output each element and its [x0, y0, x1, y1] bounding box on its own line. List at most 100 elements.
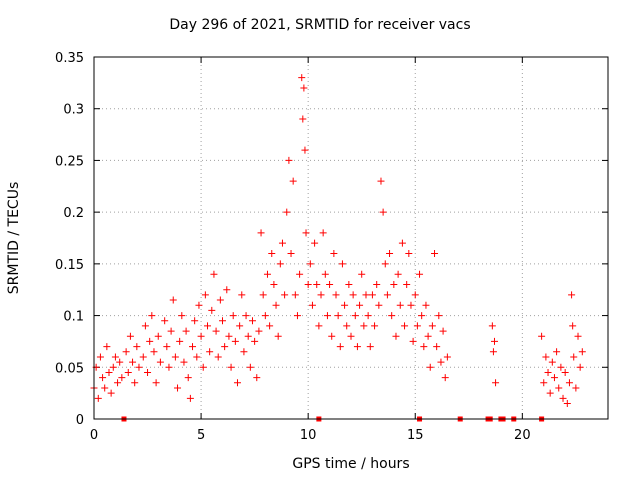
data-point [167, 327, 175, 335]
data-point [311, 239, 319, 247]
data-point [332, 291, 340, 299]
data-point [553, 348, 561, 356]
data-point [150, 348, 158, 356]
y-axis-label: SRMTID / TECUs [6, 181, 22, 295]
data-point [129, 358, 137, 366]
data-point [191, 317, 199, 325]
data-point [345, 281, 353, 289]
data-point [201, 291, 209, 299]
data-point [189, 343, 197, 351]
data-point [565, 379, 573, 387]
data-point [416, 270, 424, 278]
data-point [568, 291, 576, 299]
data-point [437, 358, 445, 366]
data-point [99, 374, 107, 382]
data-point [180, 358, 188, 366]
data-point [116, 358, 124, 366]
data-point [197, 332, 205, 340]
data-point [233, 379, 241, 387]
y-tick-label: 0 [76, 413, 84, 428]
data-point [407, 301, 415, 309]
data-point [291, 291, 299, 299]
data-point [383, 291, 391, 299]
data-point [204, 322, 212, 330]
data-point [122, 348, 130, 356]
data-point [214, 353, 222, 361]
data-point [227, 363, 235, 371]
data-point [246, 363, 254, 371]
data-point [109, 363, 117, 371]
data-point [266, 322, 274, 330]
data-point [124, 368, 132, 376]
data-point [338, 260, 346, 268]
data-point [546, 389, 554, 397]
data-point [489, 348, 497, 356]
data-point [302, 229, 310, 237]
data-point [255, 327, 263, 335]
data-point [381, 260, 389, 268]
y-tick-label: 0.15 [55, 258, 84, 273]
data-point [306, 260, 314, 268]
data-point [426, 363, 434, 371]
data-point [390, 281, 398, 289]
data-point [341, 301, 349, 309]
data-point [293, 312, 301, 320]
data-point [223, 286, 231, 294]
data-point [418, 312, 426, 320]
data-point [364, 312, 372, 320]
data-point [274, 332, 282, 340]
data-point [413, 322, 421, 330]
data-point [371, 322, 379, 330]
data-point [492, 379, 500, 387]
data-point [182, 327, 190, 335]
data-point [349, 291, 357, 299]
data-point [375, 301, 383, 309]
data-point [555, 384, 563, 392]
data-point [334, 312, 342, 320]
data-point [398, 239, 406, 247]
data-point [313, 281, 321, 289]
data-point [326, 281, 334, 289]
data-point [270, 281, 278, 289]
data-point [133, 343, 141, 351]
data-point [289, 177, 297, 185]
data-point [146, 337, 154, 345]
data-point [94, 394, 102, 402]
data-point [199, 363, 207, 371]
data-point [388, 312, 396, 320]
data-point [569, 322, 577, 330]
data-point [257, 229, 265, 237]
data-point [171, 353, 179, 361]
data-point [392, 332, 400, 340]
data-point [321, 270, 329, 278]
grid-lines [94, 57, 608, 419]
data-point [411, 291, 419, 299]
data-point [276, 260, 284, 268]
data-point [308, 301, 316, 309]
y-tick-label: 0.35 [55, 51, 84, 66]
data-point [490, 337, 498, 345]
data-point [396, 301, 404, 309]
x-axis-label: GPS time / hours [292, 456, 410, 472]
data-point [141, 322, 149, 330]
data-point [186, 394, 194, 402]
data-point [323, 312, 331, 320]
data-point [176, 337, 184, 345]
data-point [253, 374, 261, 382]
axis-ticks [93, 56, 608, 420]
data-point [208, 306, 216, 314]
data-point [542, 353, 550, 361]
data-point [248, 317, 256, 325]
data-point [236, 322, 244, 330]
data-point [373, 281, 381, 289]
y-tick-label: 0.2 [63, 206, 84, 221]
data-point [242, 312, 250, 320]
data-point [114, 379, 122, 387]
y-tick-label: 0.3 [63, 103, 84, 118]
data-point [356, 301, 364, 309]
plot-frame [93, 56, 609, 420]
data-point [221, 343, 229, 351]
x-tick-label: 5 [197, 428, 205, 443]
data-point [443, 353, 451, 361]
